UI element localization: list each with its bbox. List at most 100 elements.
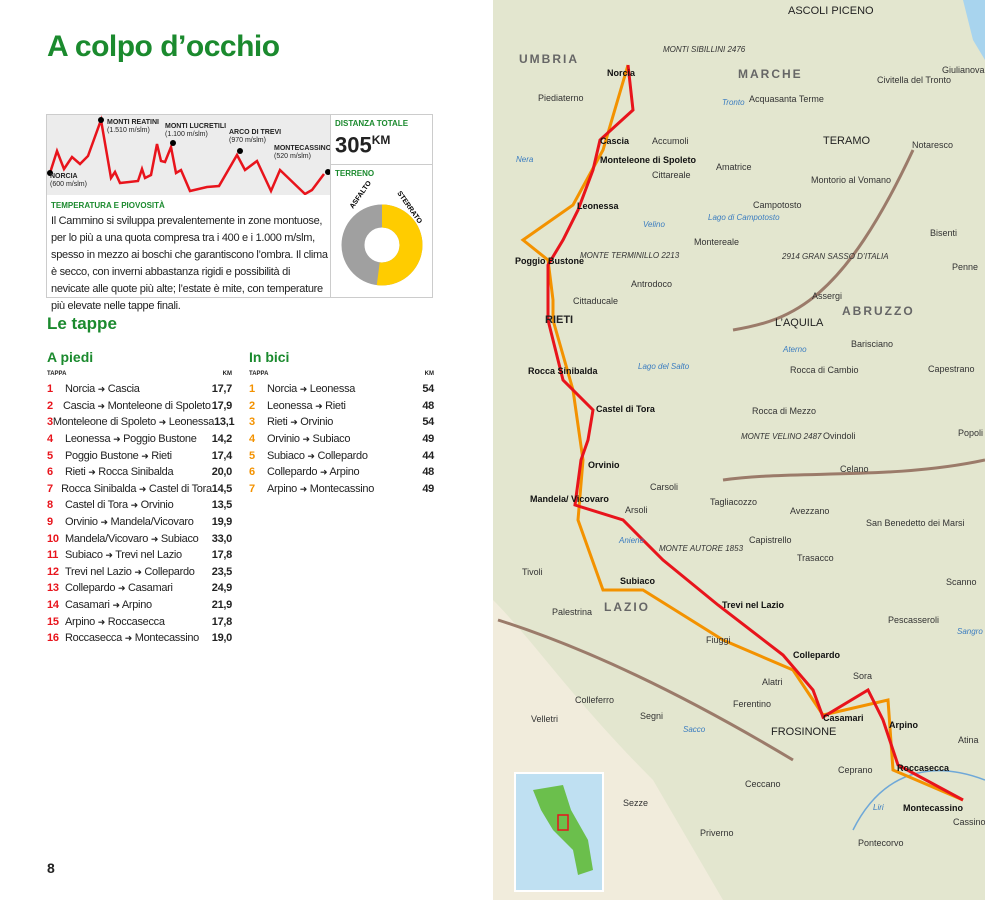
map-label: Rocca di Mezzo [752, 406, 817, 416]
stage-number: 3 [47, 416, 53, 429]
map-label: Cassino [953, 817, 985, 827]
map-label: Antrodoco [631, 279, 673, 289]
map-label: MONTE VELINO 2487 [741, 432, 822, 441]
page-title: A colpo d’occhio [47, 30, 280, 63]
stage-from: Leonessa [65, 433, 111, 446]
arrow-right-icon: ➜ [100, 517, 109, 528]
stage-number: 6 [47, 466, 53, 479]
stage-from: Subiaco [65, 549, 103, 562]
stage-number: 5 [249, 449, 255, 462]
map-label: Cittareale [652, 170, 691, 180]
map-label: San Benedetto dei Marsi [866, 518, 965, 528]
stage-from: Rieti [65, 466, 86, 479]
stage-number: 2 [249, 399, 255, 412]
map-label: Ceprano [838, 765, 873, 775]
dirt-slice [341, 204, 423, 286]
profile-label: MONTECASSINO (520 m/slm) [274, 145, 332, 160]
map-label: Rocca Sinibalda [528, 366, 598, 376]
stage-to: Roccasecca [107, 615, 165, 628]
arrow-right-icon: ➜ [141, 450, 149, 461]
temperature-section: TEMPERATURA E PIOVOSITÀ Il Cammino si sv… [51, 201, 331, 315]
map-label: Penne [952, 262, 979, 272]
asphalt-label: ASFALTO [349, 179, 373, 210]
map-label: Collepardo [793, 650, 841, 660]
arrow-right-icon: ➜ [158, 417, 167, 428]
stage-route: Cascia ➜ Monteleone di Spoleto [63, 400, 211, 412]
stage-km: 14,2 [211, 433, 233, 446]
stage-to: Rieti [151, 449, 172, 462]
map-label: Ovindoli [823, 431, 856, 441]
profile-label: MONTI LUCRETILI (1.100 m/slm) [165, 123, 227, 138]
stage-row: 9 Orvinio ➜ Mandela/Vicovaro 19,9 [47, 514, 232, 531]
stage-row: 5 Poggio Bustone ➜ Rieti 17,4 [47, 447, 232, 464]
map-label: Capistrello [749, 535, 792, 545]
map-label: Trevi nel Lazio [722, 600, 785, 610]
stage-from: Norcia [267, 383, 297, 396]
stage-to: Cascia [107, 383, 140, 396]
stage-to: Montecassino [309, 482, 375, 495]
map-label: FROSINONE [771, 726, 837, 738]
arrow-right-icon: ➜ [307, 450, 315, 461]
map-label: Rocca di Cambio [790, 365, 859, 375]
stage-row: 6 Rieti ➜ Rocca Sinibalda 20,0 [47, 464, 232, 481]
stage-to: Arpino [329, 466, 360, 479]
distance-heading: DISTANZA TOTALE [335, 119, 409, 128]
stage-to: Leonessa [309, 383, 356, 396]
map-label: Arsoli [625, 505, 648, 515]
map-label: Mandela/ Vicovaro [530, 494, 609, 504]
map-label: 2914 GRAN SASSO D’ITALIA [782, 252, 889, 261]
stage-number: 16 [47, 632, 59, 645]
stage-row: 1 Norcia ➜ Cascia 17,7 [47, 381, 232, 398]
stage-number: 7 [47, 482, 53, 495]
map-label: Lago di Campotosto [708, 213, 780, 222]
stage-route: Norcia ➜ Leonessa [267, 383, 410, 395]
stage-route: Leonessa ➜ Rieti [267, 400, 410, 412]
stage-number: 2 [47, 399, 53, 412]
temperature-heading: TEMPERATURA E PIOVOSITÀ [51, 201, 165, 210]
stage-km: 54 [422, 383, 434, 396]
terrain-donut: ASFALTO STERRATO [341, 179, 423, 286]
stage-number: 6 [249, 466, 255, 479]
stage-number: 11 [47, 549, 59, 562]
map-label: Montorio al Vomano [811, 175, 892, 185]
map-label: Orvinio [588, 460, 620, 470]
map-label: Ceccano [745, 779, 781, 789]
map-label: Liri [873, 803, 884, 812]
stage-row: 13 Collepardo ➜ Casamari 24,9 [47, 580, 232, 597]
stages-title: Le tappe [47, 314, 117, 333]
highway [497, 618, 794, 762]
stage-km: 48 [422, 466, 434, 479]
arrow-right-icon: ➜ [130, 500, 139, 511]
stage-row: 8 Castel di Tora ➜ Orvinio 13,5 [47, 497, 232, 514]
overview-box: NORCIA (600 m/slm) MONTI REATINI (1.510 m/… [46, 114, 433, 312]
stage-from: Collepardo [65, 582, 116, 595]
map-label: Celano [840, 464, 869, 474]
map-label: Sezze [623, 798, 649, 808]
total-distance: DISTANZA TOTALE 305KM [331, 115, 433, 165]
map-label: Segni [640, 711, 664, 721]
map-label: Sacco [683, 725, 706, 734]
map-label: Pontecorvo [858, 838, 904, 848]
stage-number: 13 [47, 582, 59, 595]
arrow-right-icon: ➜ [302, 434, 311, 445]
stage-to: Castel di Tora [148, 482, 212, 495]
stage-from: Trevi nel Lazio [65, 565, 132, 578]
profile-label: NORCIA (600 m/slm) [50, 173, 87, 188]
map-label: UMBRIA [519, 52, 579, 66]
arrow-right-icon: ➜ [319, 467, 328, 478]
stage-route: Rocca Sinibalda ➜ Castel di Tora [61, 483, 212, 495]
map-label: Campotosto [753, 200, 802, 210]
stage-km: 13,5 [211, 499, 233, 512]
stage-row: 1 Norcia ➜ Leonessa 54 [249, 381, 434, 398]
map-label: Norcia [607, 68, 636, 78]
stage-km: 49 [422, 482, 434, 495]
stage-row: 5 Subiaco ➜ Collepardo 44 [249, 447, 434, 464]
stage-number: 12 [47, 565, 59, 578]
stage-km: 24,9 [211, 582, 233, 595]
stage-number: 7 [249, 482, 255, 495]
map-label: Sangro [957, 627, 983, 636]
stage-row: 16 Roccasecca ➜ Montecassino 19,0 [47, 630, 232, 647]
map-label: MARCHE [738, 67, 803, 81]
arrow-right-icon: ➜ [97, 384, 106, 395]
stage-from: Orvinio [267, 433, 300, 446]
